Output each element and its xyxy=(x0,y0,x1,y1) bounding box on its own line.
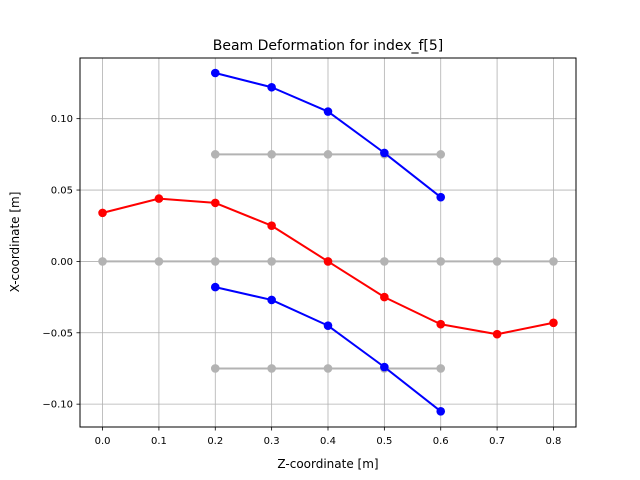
data-point xyxy=(154,257,164,266)
data-point xyxy=(267,82,276,92)
x-tick-label: 0.7 xyxy=(489,436,505,447)
data-point xyxy=(380,292,389,302)
data-point xyxy=(210,364,220,373)
data-point xyxy=(323,257,333,266)
data-point xyxy=(380,362,389,372)
data-point xyxy=(98,208,107,218)
y-tick-label: 0.05 xyxy=(51,186,73,197)
data-point xyxy=(267,295,276,305)
data-point xyxy=(267,257,276,266)
data-point xyxy=(210,282,220,292)
data-point xyxy=(436,150,446,159)
data-point xyxy=(436,406,446,416)
x-axis-label: Z-coordinate [m] xyxy=(277,457,378,471)
series-deformed-4 xyxy=(210,282,446,416)
y-tick-label: −0.05 xyxy=(42,328,73,339)
x-tick-label: 0.4 xyxy=(320,436,336,447)
x-tick-label: 0.8 xyxy=(546,436,562,447)
data-point xyxy=(98,257,107,266)
data-point xyxy=(267,221,276,231)
data-point xyxy=(323,364,333,373)
data-point xyxy=(323,107,333,116)
x-tick-label: 0.0 xyxy=(95,436,111,447)
data-point xyxy=(323,150,333,159)
plot-series xyxy=(98,68,558,416)
data-point xyxy=(323,321,333,330)
data-point xyxy=(210,198,220,208)
data-point xyxy=(267,364,276,373)
data-point xyxy=(210,150,220,159)
data-point xyxy=(549,318,558,328)
series-deformed-3 xyxy=(210,68,446,202)
y-axis: −0.10 −0.05 0.00 0.05 0.10 xyxy=(42,114,80,411)
data-point xyxy=(492,257,502,266)
data-point xyxy=(436,364,446,373)
data-point xyxy=(436,257,446,266)
x-tick-label: 0.3 xyxy=(264,436,280,447)
data-point xyxy=(492,329,502,339)
series-deformed-5 xyxy=(98,194,558,339)
x-tick-label: 0.2 xyxy=(207,436,223,447)
data-point xyxy=(380,257,389,266)
data-point xyxy=(380,148,389,158)
y-axis-label: X-coordinate [m] xyxy=(8,192,22,293)
y-tick-label: 0.10 xyxy=(51,114,73,125)
data-point xyxy=(154,194,164,203)
x-tick-label: 0.1 xyxy=(151,436,167,447)
data-point xyxy=(267,150,276,159)
x-axis: 0.0 0.1 0.2 0.3 0.4 0.5 0.6 0.7 0.8 xyxy=(95,427,562,447)
data-point xyxy=(210,68,220,78)
y-tick-label: −0.10 xyxy=(42,400,73,411)
data-point xyxy=(436,319,446,329)
data-point xyxy=(549,257,558,266)
y-tick-label: 0.00 xyxy=(51,257,73,268)
chart-title: Beam Deformation for index_f[5] xyxy=(213,38,444,54)
x-tick-label: 0.5 xyxy=(376,436,392,447)
data-point xyxy=(436,192,446,202)
x-tick-label: 0.6 xyxy=(433,436,449,447)
data-point xyxy=(210,257,220,266)
